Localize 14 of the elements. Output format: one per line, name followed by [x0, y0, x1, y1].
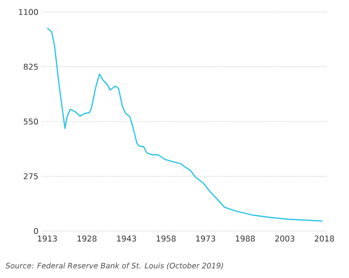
x-tick-label: 2003 — [275, 236, 294, 242]
x-tick-label: 2018 — [314, 236, 334, 242]
x-tick-label: 1958 — [156, 236, 176, 242]
y-tick-label: 0 — [34, 228, 38, 234]
y-tick-label: 825 — [24, 64, 38, 70]
x-tick-label: 1988 — [236, 236, 255, 242]
x-tick-label: 1943 — [117, 236, 136, 242]
y-tick-label: 275 — [24, 173, 38, 180]
x-tick-label: 1928 — [78, 236, 96, 242]
line-series — [46, 27, 323, 222]
x-tick-label: 1913 — [38, 236, 57, 242]
y-tick-label: 1100 — [18, 8, 38, 16]
y-tick-label: 550 — [24, 118, 38, 125]
x-tick-label: 1973 — [196, 236, 216, 242]
